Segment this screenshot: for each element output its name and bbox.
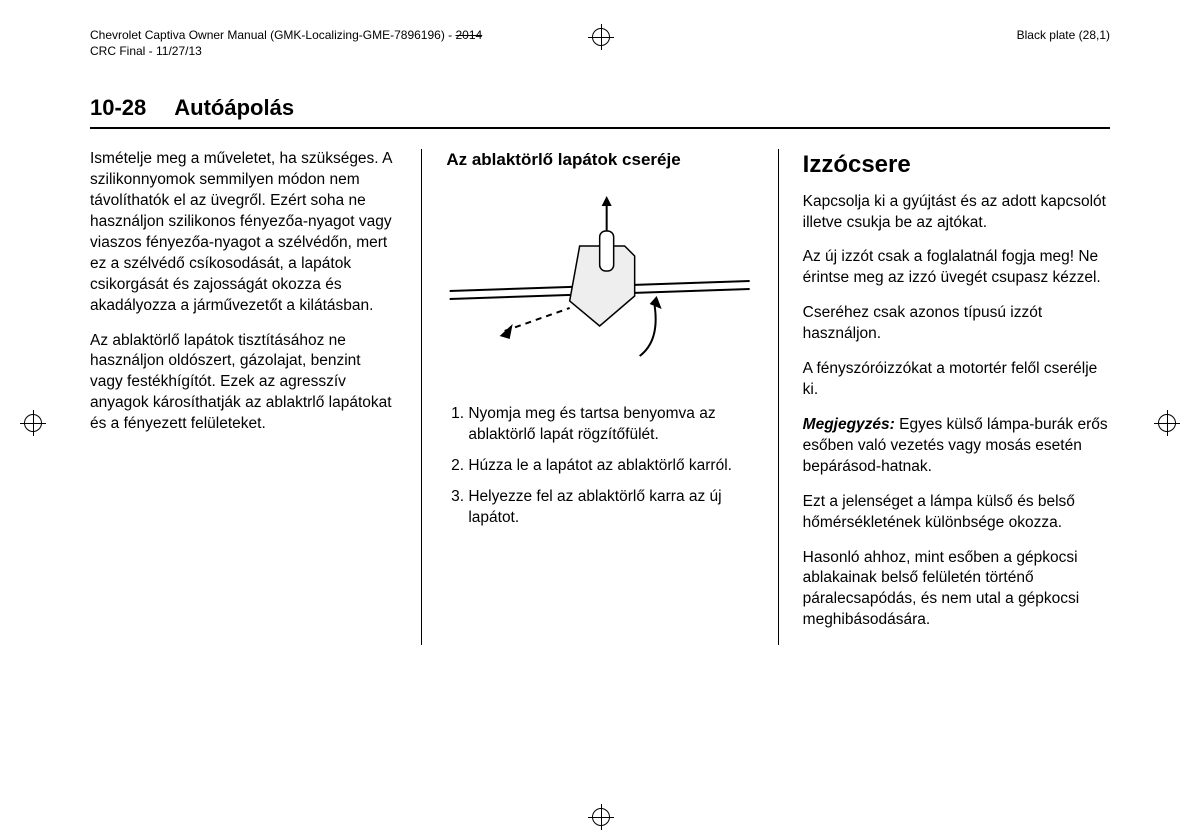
manual-title: Chevrolet Captiva Owner Manual (GMK-Loca…	[90, 28, 455, 42]
col2-heading: Az ablaktörlő lapátok cseréje	[446, 149, 753, 172]
header-right: Black plate (28,1)	[1017, 28, 1110, 59]
column-2: Az ablaktörlő lapátok cseréje Nyomja meg…	[446, 149, 753, 645]
content-columns: Ismételje meg a műveletet, ha szükséges.…	[90, 149, 1110, 645]
col3-p4: A fényszóróizzókat a motortér felől cser…	[803, 359, 1110, 401]
col3-note: Megjegyzés: Egyes külső lámpa-burák erős…	[803, 415, 1110, 478]
wiper-blade-figure	[446, 186, 753, 386]
print-header: Chevrolet Captiva Owner Manual (GMK-Loca…	[90, 28, 1110, 59]
header-left: Chevrolet Captiva Owner Manual (GMK-Loca…	[90, 28, 482, 59]
col3-heading: Izzócsere	[803, 149, 1110, 181]
column-divider-2	[778, 149, 779, 645]
page-number: 10-28	[90, 95, 146, 121]
column-3: Izzócsere Kapcsolja ki a gyújtást és az …	[803, 149, 1110, 645]
step-2: Húzza le a lapátot az ablaktörlő karról.	[468, 456, 753, 477]
column-1: Ismételje meg a műveletet, ha szükséges.…	[90, 149, 397, 645]
crop-mark-bottom	[588, 804, 614, 830]
column-divider-1	[421, 149, 422, 645]
col3-p6: Hasonló ahhoz, mint esőben a gépkocsi ab…	[803, 548, 1110, 632]
note-label: Megjegyzés:	[803, 416, 895, 433]
col1-para1: Ismételje meg a műveletet, ha szükséges.…	[90, 149, 397, 316]
col3-p3: Cseréhez csak azonos típusú izzót haszná…	[803, 303, 1110, 345]
section-title: Autóápolás	[174, 95, 294, 121]
step-1: Nyomja meg és tartsa benyomva az ablaktö…	[468, 404, 753, 446]
crc-line: CRC Final - 11/27/13	[90, 44, 202, 58]
col3-p1: Kapcsolja ki a gyújtást és az adott kapc…	[803, 192, 1110, 234]
col3-p5: Ezt a jelenséget a lámpa külső és belső …	[803, 492, 1110, 534]
plate-label: Black plate (28,1)	[1017, 28, 1110, 42]
section-header: 10-28 Autóápolás	[90, 95, 1110, 129]
col1-para2: Az ablaktörlő lapátok tisztításához ne h…	[90, 331, 397, 436]
col2-steps: Nyomja meg és tartsa benyomva az ablaktö…	[446, 404, 753, 529]
step-3: Helyezze fel az ablaktörlő karra az új l…	[468, 487, 753, 529]
page-container: Chevrolet Captiva Owner Manual (GMK-Loca…	[0, 0, 1200, 685]
manual-year: 2014	[455, 28, 482, 42]
col3-p2: Az új izzót csak a foglalatnál fogja meg…	[803, 247, 1110, 289]
